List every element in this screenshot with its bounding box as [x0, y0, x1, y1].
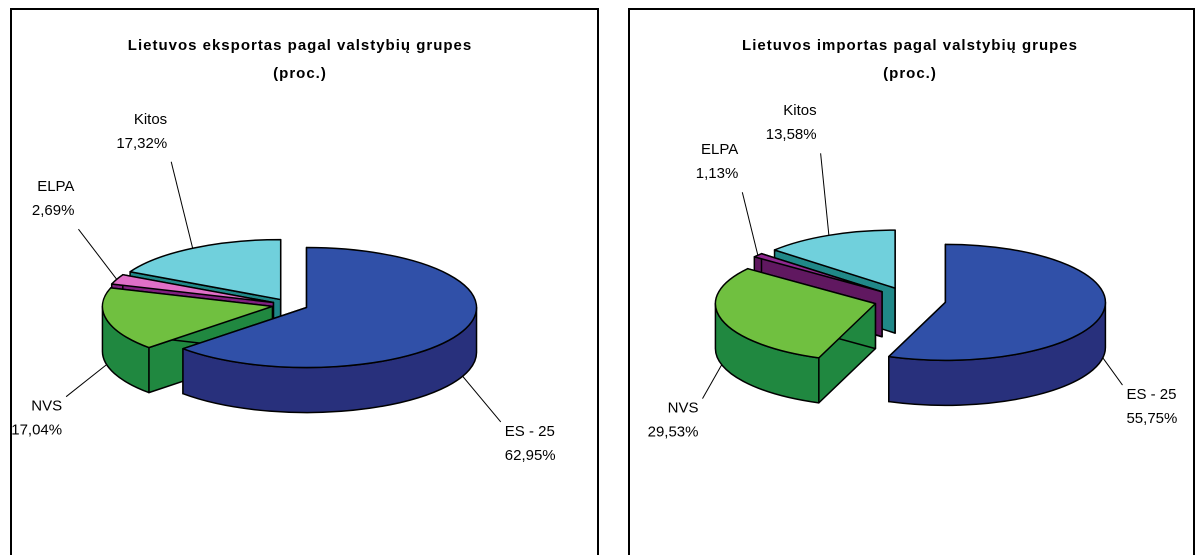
panel-frame	[628, 8, 1195, 555]
slice-value-label: 2,69%	[32, 202, 75, 219]
slice	[101, 287, 274, 349]
slice-label: ELPA	[701, 141, 738, 158]
chart-subtitle: (proc.)	[273, 65, 327, 82]
leader-line	[1102, 357, 1123, 386]
slice	[714, 267, 877, 359]
slice-value-label: 13,58%	[766, 126, 817, 143]
slice	[888, 243, 1107, 362]
slice	[129, 238, 282, 301]
leader-line	[741, 192, 759, 256]
chart-title: Lietuvos importas pagal valstybių grupes	[742, 37, 1078, 54]
slice-value-label: 17,32%	[116, 135, 167, 152]
slice-label: ES - 25	[505, 423, 555, 440]
slice-value-label: 62,95%	[505, 447, 556, 464]
leader-line	[462, 375, 502, 423]
slice-label: Kitos	[134, 111, 167, 128]
slice	[773, 229, 896, 289]
panel-frame	[10, 8, 599, 555]
leader-line	[65, 364, 107, 398]
chart-subtitle: (proc.)	[883, 65, 937, 82]
leader-line	[78, 228, 118, 280]
leader-line	[820, 153, 830, 236]
slice-label: NVS	[31, 398, 62, 415]
slice-label: Kitos	[783, 102, 816, 119]
slice-value-label: 29,53%	[648, 424, 699, 441]
leader-line	[702, 364, 723, 399]
leader-line	[170, 161, 194, 249]
slice-value-label: 55,75%	[1126, 410, 1177, 427]
slice	[182, 246, 478, 369]
slice-label: ES - 25	[1126, 386, 1176, 403]
slice-value-label: 1,13%	[696, 165, 739, 182]
slice-label: ELPA	[37, 178, 74, 195]
slice-label: NVS	[668, 400, 699, 417]
slice-value-label: 17,04%	[11, 422, 62, 439]
chart-title: Lietuvos eksportas pagal valstybių grupe…	[128, 37, 472, 54]
slice	[110, 273, 275, 304]
